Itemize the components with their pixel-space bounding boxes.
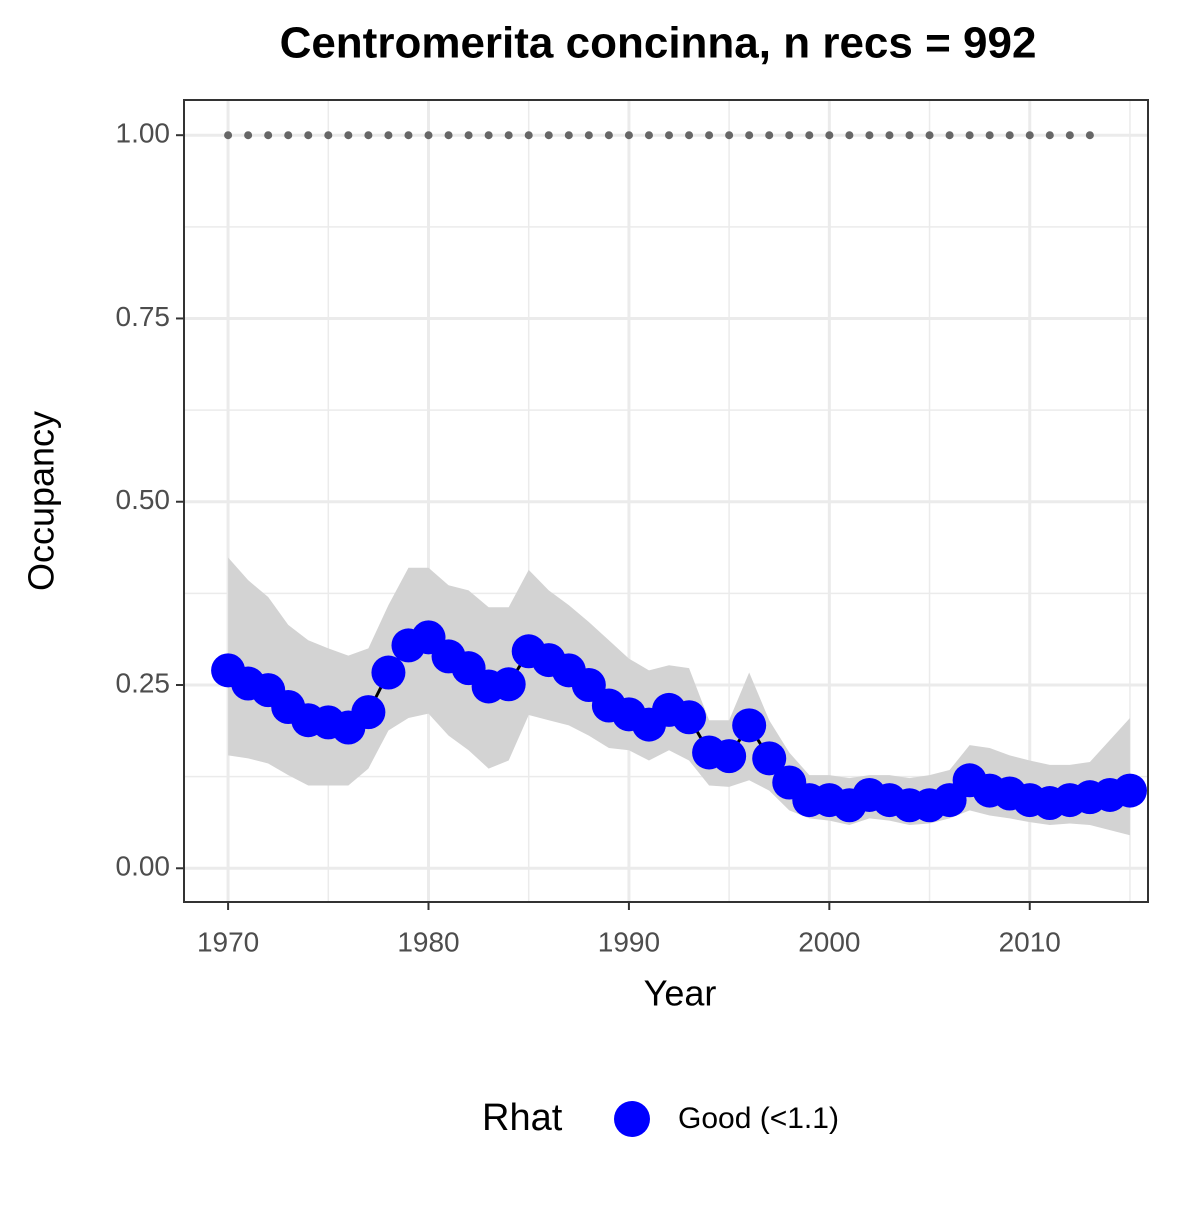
reference-dot [584, 131, 593, 140]
reference-dot [1065, 131, 1074, 140]
reference-dot [464, 131, 473, 140]
point [371, 655, 406, 690]
reference-dot [624, 131, 633, 140]
reference-dot [665, 131, 674, 140]
reference-dot [504, 131, 513, 140]
point [732, 708, 767, 743]
y-axis-title: Occupancy [21, 411, 62, 591]
y-tick-label: 0.00 [116, 851, 171, 882]
reference-dot [564, 131, 573, 140]
reference-dot [1045, 131, 1054, 140]
reference-dot [604, 131, 613, 140]
legend-swatch [614, 1101, 650, 1137]
reference-dot [1025, 131, 1034, 140]
chart-title: Centromerita concinna, n recs = 992 [280, 19, 1037, 68]
point [491, 667, 526, 702]
reference-dot [364, 131, 373, 140]
reference-dot [825, 131, 834, 140]
reference-dot [544, 131, 553, 140]
x-tick-label: 1970 [197, 926, 259, 957]
point [672, 700, 707, 735]
reference-dot [644, 131, 653, 140]
y-tick-label: 0.75 [116, 301, 171, 332]
reference-dot [685, 131, 694, 140]
reference-dot [845, 131, 854, 140]
reference-dot [965, 131, 974, 140]
reference-dot [304, 131, 313, 140]
reference-dot [404, 131, 413, 140]
point [712, 739, 747, 774]
x-tick-label: 2010 [999, 926, 1061, 957]
reference-dot [424, 131, 433, 140]
reference-dot [344, 131, 353, 140]
x-tick-label: 2000 [798, 926, 860, 957]
x-tick-label: 1990 [598, 926, 660, 957]
point [351, 695, 386, 730]
y-tick-label: 0.25 [116, 667, 171, 698]
plot-border [183, 99, 1149, 903]
reference-dot [785, 131, 794, 140]
reference-dot [284, 131, 293, 140]
legend-label: Good (<1.1) [678, 1102, 839, 1135]
reference-dot [264, 131, 273, 140]
reference-dot [484, 131, 493, 140]
x-axis-title: Year [644, 973, 717, 1014]
point [752, 741, 787, 776]
x-tick-label: 1980 [397, 926, 459, 957]
reference-dot [925, 131, 934, 140]
reference-dot [865, 131, 874, 140]
reference-dot [805, 131, 814, 140]
reference-dot [1005, 131, 1014, 140]
reference-dot [905, 131, 914, 140]
reference-dot [885, 131, 894, 140]
reference-dot [444, 131, 453, 140]
reference-dot [224, 131, 233, 140]
reference-dot [725, 131, 734, 140]
y-tick-label: 1.00 [116, 118, 171, 149]
point [1112, 773, 1147, 808]
reference-dot [324, 131, 333, 140]
legend-title: Rhat [482, 1097, 563, 1139]
y-tick-label: 0.50 [116, 484, 171, 515]
reference-dot [765, 131, 774, 140]
reference-dot [745, 131, 754, 140]
reference-dot [945, 131, 954, 140]
reference-dot [1085, 131, 1094, 140]
reference-dot [705, 131, 714, 140]
reference-dot [985, 131, 994, 140]
reference-dot [384, 131, 393, 140]
reference-dot [244, 131, 253, 140]
reference-dot [524, 131, 533, 140]
